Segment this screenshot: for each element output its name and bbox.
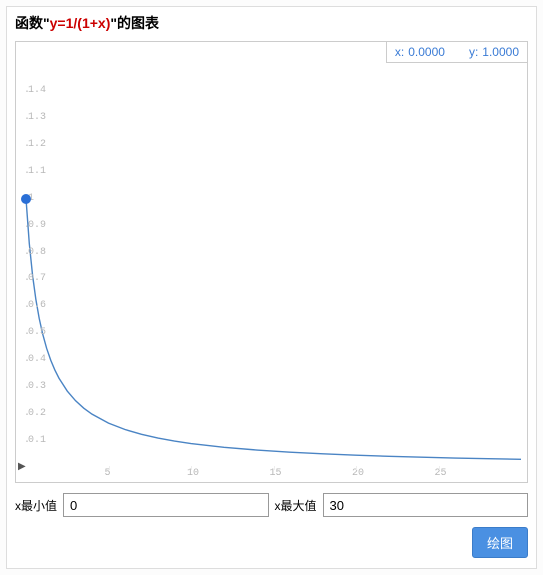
- y-tick-dots: .: [24, 273, 32, 284]
- plot-button[interactable]: 绘图: [472, 527, 528, 558]
- y-tick-dots: .: [24, 220, 32, 231]
- y-tick-dots: .: [24, 247, 32, 258]
- y-tick-dots: .: [24, 166, 32, 177]
- y-tick-dots: .: [24, 435, 32, 446]
- marker-dot[interactable]: [21, 194, 31, 204]
- x-gridline: [439, 466, 440, 470]
- readout-y-label: y:: [469, 45, 478, 59]
- title-function: y=1/(1+x): [50, 15, 111, 31]
- title-prefix: 函数": [15, 15, 50, 31]
- xmin-label: x最小值: [15, 497, 57, 514]
- x-axis-arrow-icon: ▶: [18, 462, 26, 472]
- xmax-label: x最大值: [275, 497, 317, 514]
- y-tick-dots: .: [24, 85, 32, 96]
- readout-x: x: 0.0000: [395, 45, 445, 59]
- y-tick-dots: .: [24, 300, 32, 311]
- x-gridline: [356, 466, 357, 470]
- x-gridline: [274, 466, 275, 470]
- x-tick-label: 25: [435, 468, 447, 479]
- y-tick-dots: .: [24, 381, 32, 392]
- curve-svg: [26, 64, 521, 468]
- chart-container: x: 0.0000 y: 1.0000 0.1.0.2.0.3.0.4.0.5.0.…: [15, 41, 528, 483]
- cursor-readout: x: 0.0000 y: 1.0000: [386, 42, 527, 63]
- readout-x-label: x:: [395, 45, 404, 59]
- x-tick-label: 10: [187, 468, 199, 479]
- x-tick-label: 20: [352, 468, 364, 479]
- readout-y: y: 1.0000: [469, 45, 519, 59]
- page-title: 函数"y=1/(1+x)"的图表: [15, 13, 528, 33]
- y-tick-dots: .: [24, 139, 32, 150]
- button-row: 绘图: [15, 527, 528, 558]
- xmin-input[interactable]: [63, 493, 268, 517]
- x-tick-label: 15: [270, 468, 282, 479]
- y-tick-dots: .: [24, 354, 32, 365]
- y-tick-dots: .: [24, 327, 32, 338]
- chart-panel: 函数"y=1/(1+x)"的图表 x: 0.0000 y: 1.0000 0.1.0…: [6, 6, 537, 569]
- series-line: [26, 199, 521, 460]
- xmax-input[interactable]: [323, 493, 528, 517]
- chart-inner[interactable]: x: 0.0000 y: 1.0000 0.1.0.2.0.3.0.4.0.5.0.…: [16, 42, 527, 482]
- y-tick-dots: .: [24, 112, 32, 123]
- readout-y-value: 1.0000: [482, 45, 519, 59]
- readout-x-value: 0.0000: [408, 45, 445, 59]
- plot-area: 0.1.0.2.0.3.0.4.0.5.0.6.0.7.0.8.0.9.1.1.…: [26, 64, 521, 468]
- x-gridline: [191, 466, 192, 470]
- x-tick-label: 5: [105, 468, 111, 479]
- y-tick-dots: .: [24, 408, 32, 419]
- x-gridline: [109, 466, 110, 470]
- controls-row: x最小值 x最大值: [15, 493, 528, 517]
- title-suffix: "的图表: [110, 15, 159, 31]
